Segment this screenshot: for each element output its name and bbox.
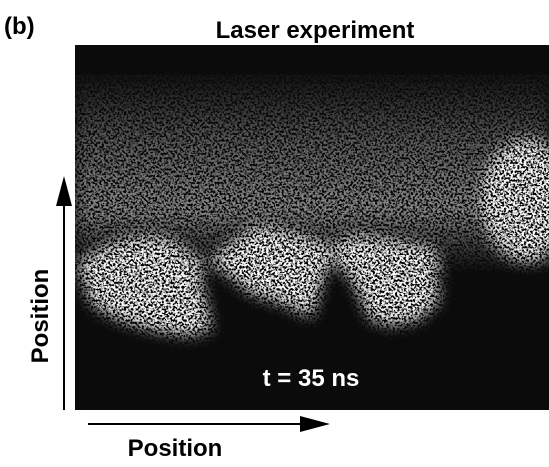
x-axis-arrow: [88, 416, 330, 432]
panel-label: (b): [4, 13, 35, 40]
y-axis-arrow: [56, 176, 72, 410]
x-axis-label: Position: [128, 435, 223, 462]
figure-panel: (b) Laser experiment t = 35 ns Position …: [0, 0, 549, 467]
time-annotation: t = 35 ns: [263, 365, 360, 392]
y-axis-label: Position: [27, 269, 54, 364]
speckle-texture: [75, 45, 549, 410]
title: Laser experiment: [216, 17, 415, 44]
